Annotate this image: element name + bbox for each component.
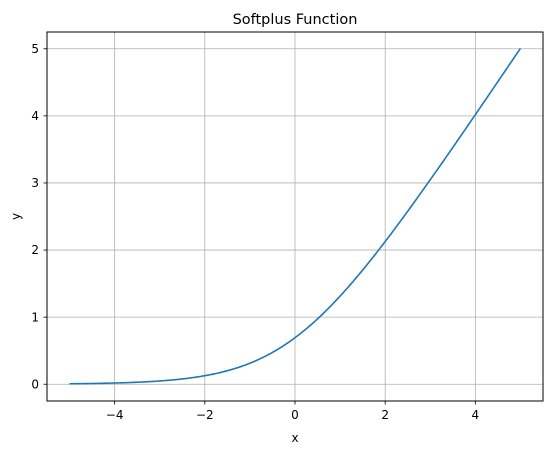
x-axis-label: x bbox=[291, 431, 298, 445]
y-tick-label: 0 bbox=[31, 377, 39, 391]
x-tick-label: −4 bbox=[106, 408, 124, 422]
grid-lines bbox=[47, 32, 543, 401]
chart-title: Softplus Function bbox=[233, 12, 358, 28]
tick-layer: −4 −2 0 2 4 0 1 2 3 4 5 bbox=[31, 42, 479, 422]
y-tick-label: 5 bbox=[31, 42, 39, 56]
x-tick-label: 4 bbox=[472, 408, 480, 422]
y-tick-label: 2 bbox=[31, 243, 39, 257]
y-axis-label: y bbox=[9, 213, 23, 220]
softplus-line bbox=[69, 47, 522, 385]
y-tick-label: 4 bbox=[31, 109, 39, 123]
y-tick-label: 1 bbox=[31, 310, 39, 324]
y-tick-label: 3 bbox=[31, 176, 39, 190]
x-tick-label: −2 bbox=[196, 408, 214, 422]
x-tick-label: 0 bbox=[291, 408, 299, 422]
x-tick-label: 2 bbox=[381, 408, 389, 422]
series-layer bbox=[69, 47, 522, 385]
